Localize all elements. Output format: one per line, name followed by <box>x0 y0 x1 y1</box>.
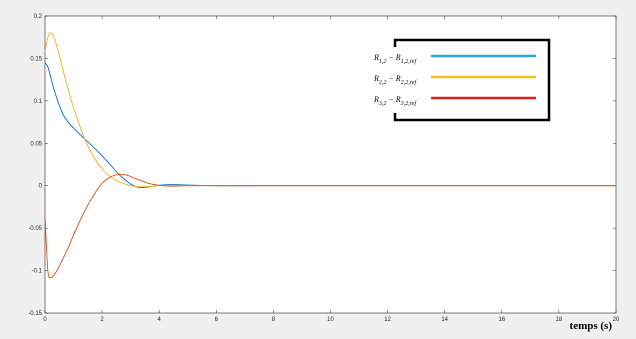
legend-label-3: R3,2 − R3,2,ref <box>373 95 417 107</box>
x-tick-label: 2 <box>100 317 104 323</box>
x-tick-label: 0 <box>43 317 47 323</box>
y-tick-label: 0.1 <box>34 99 43 105</box>
legend-symbol: − R <box>386 95 400 104</box>
x-tick-label: 6 <box>215 317 219 323</box>
legend-symbol: R <box>373 95 379 104</box>
y-tick-label: 0 <box>39 184 43 190</box>
legend-ref-subscript: 3,2,ref <box>400 100 418 107</box>
series-lines <box>44 32 616 279</box>
legend-label-2: R2,2 − R2,2,ref <box>373 74 417 86</box>
legend-symbol: − R <box>386 53 400 62</box>
y-tick-label: -0.15 <box>28 311 42 317</box>
y-tick-label: -0.1 <box>32 269 43 275</box>
x-tick-label: 4 <box>158 317 162 323</box>
x-tick-label: 12 <box>384 317 391 323</box>
x-tick-label: 16 <box>498 317 505 323</box>
x-tick-label: 8 <box>272 317 276 323</box>
legend-subscript: 1,2 <box>379 59 387 65</box>
legend-subscript: 2,2 <box>379 80 387 86</box>
legend-subscript: 3,2 <box>378 101 387 107</box>
legend-symbol: R <box>373 53 379 62</box>
x-tick-label: 10 <box>327 317 334 323</box>
y-tick-label: 0.05 <box>30 141 42 147</box>
legend-ref-subscript: 2,2,ref <box>401 79 418 86</box>
x-tick-label: 20 <box>613 317 620 323</box>
legend-frame <box>393 38 551 122</box>
series-line-3 <box>44 173 616 279</box>
x-tick-label: 18 <box>556 317 563 323</box>
legend-label-1: R1,2 − R1,2,ref <box>373 53 417 65</box>
x-tick-label: 14 <box>441 317 448 323</box>
axis-ticks: 0 2 4 6 8 10 12 14 16 18 20 -0.15 -0.1 -0.05 0 0.05 0.1 0… <box>28 14 620 323</box>
plot-area <box>44 15 617 314</box>
legend-ref-subscript: 1,2,ref <box>401 58 418 65</box>
y-tick-label: 0.2 <box>34 14 43 20</box>
x-axis-label: temps (s) <box>570 320 613 332</box>
legend-symbol: − R <box>386 74 400 83</box>
y-tick-label: -0.05 <box>28 226 42 232</box>
legend-symbol: R <box>373 74 379 83</box>
y-tick-label: 0.15 <box>30 56 42 62</box>
